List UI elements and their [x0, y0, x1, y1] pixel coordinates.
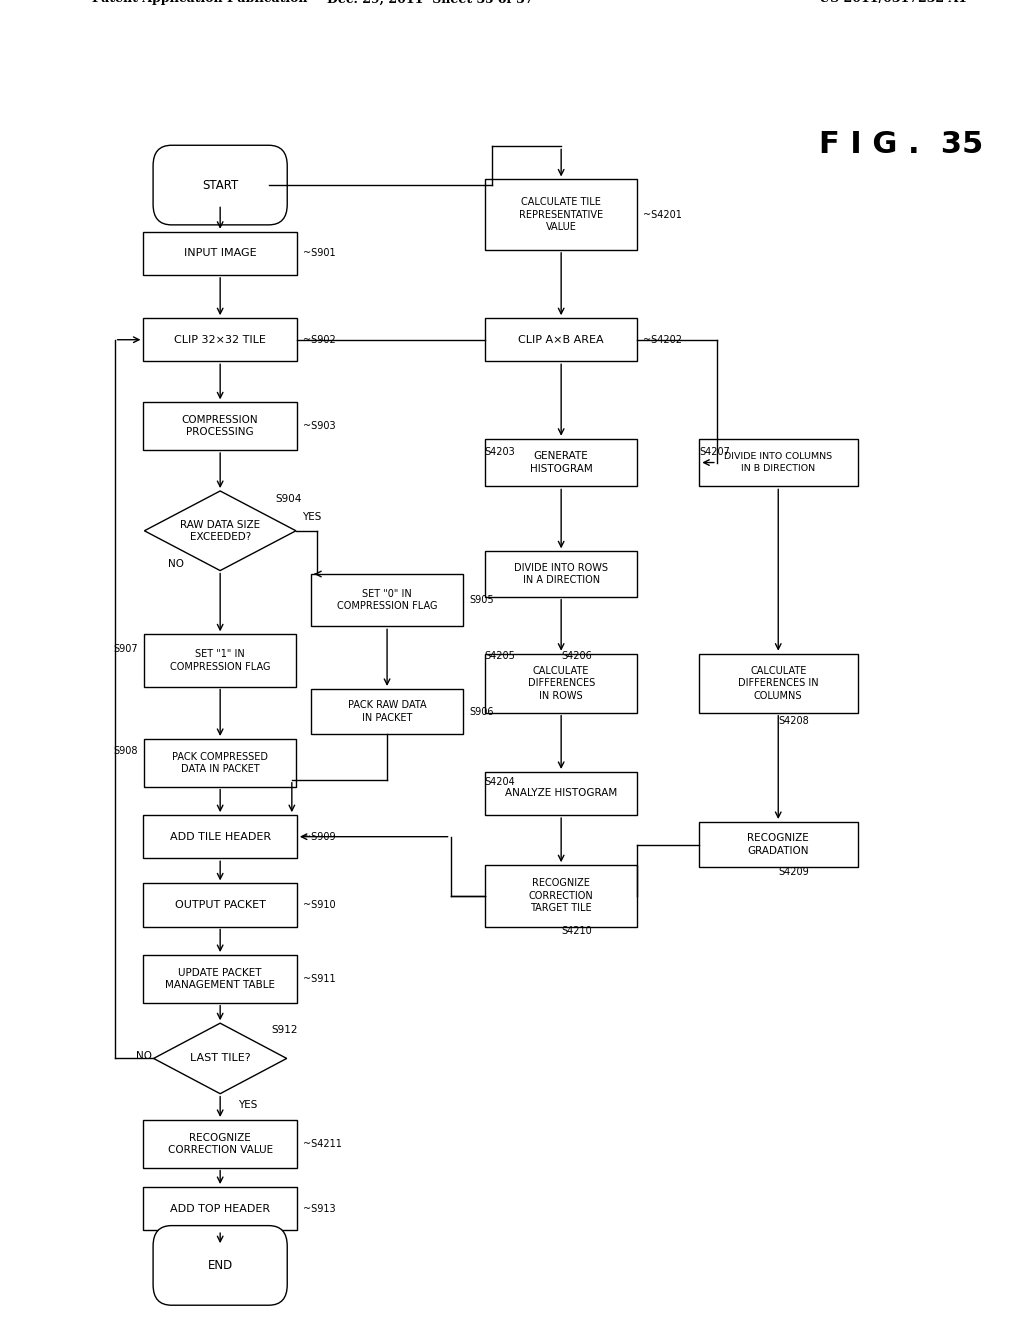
FancyBboxPatch shape [698, 822, 858, 867]
Text: YES: YES [238, 1100, 257, 1110]
Polygon shape [154, 1023, 287, 1094]
Text: S904: S904 [275, 494, 302, 504]
Text: S4204: S4204 [484, 777, 515, 787]
FancyBboxPatch shape [144, 635, 296, 686]
Text: SET "1" IN
COMPRESSION FLAG: SET "1" IN COMPRESSION FLAG [170, 649, 270, 672]
FancyBboxPatch shape [143, 1187, 297, 1230]
Text: ~S4201: ~S4201 [643, 210, 682, 219]
FancyBboxPatch shape [485, 438, 637, 487]
Text: ~S911: ~S911 [303, 974, 336, 983]
Text: S905: S905 [469, 595, 494, 605]
FancyBboxPatch shape [143, 403, 297, 450]
Text: S4208: S4208 [778, 715, 809, 726]
Text: SET "0" IN
COMPRESSION FLAG: SET "0" IN COMPRESSION FLAG [337, 589, 437, 611]
FancyBboxPatch shape [143, 814, 297, 858]
FancyBboxPatch shape [485, 865, 637, 927]
Text: ~S903: ~S903 [303, 421, 336, 432]
Text: GENERATE
HISTOGRAM: GENERATE HISTOGRAM [529, 451, 593, 474]
Text: YES: YES [302, 512, 322, 523]
Text: RAW DATA SIZE
EXCEEDED?: RAW DATA SIZE EXCEEDED? [180, 520, 260, 543]
Text: Dec. 29, 2011  Sheet 35 of 37: Dec. 29, 2011 Sheet 35 of 37 [327, 0, 534, 5]
Text: ~S909: ~S909 [303, 832, 336, 842]
Text: ~S910: ~S910 [303, 900, 336, 909]
FancyBboxPatch shape [154, 1225, 287, 1305]
Text: ANALYZE HISTOGRAM: ANALYZE HISTOGRAM [505, 788, 617, 799]
Text: PACK RAW DATA
IN PACKET: PACK RAW DATA IN PACKET [348, 701, 426, 723]
FancyBboxPatch shape [311, 689, 463, 734]
Text: ~S913: ~S913 [303, 1204, 336, 1213]
Text: S4209: S4209 [778, 867, 809, 876]
FancyBboxPatch shape [143, 1119, 297, 1168]
Text: S4203: S4203 [484, 447, 515, 457]
Text: ~S4211: ~S4211 [303, 1139, 342, 1148]
FancyBboxPatch shape [144, 739, 296, 787]
Text: OUTPUT PACKET: OUTPUT PACKET [175, 900, 265, 909]
Text: ~S902: ~S902 [303, 335, 336, 345]
Text: CALCULATE TILE
REPRESENTATIVE
VALUE: CALCULATE TILE REPRESENTATIVE VALUE [519, 197, 603, 232]
FancyBboxPatch shape [485, 180, 637, 249]
Text: S4206: S4206 [561, 651, 592, 661]
Text: NO: NO [168, 558, 184, 569]
Text: RECOGNIZE
GRADATION: RECOGNIZE GRADATION [748, 833, 809, 855]
Text: ADD TILE HEADER: ADD TILE HEADER [170, 832, 270, 842]
Text: LAST TILE?: LAST TILE? [189, 1053, 251, 1064]
Text: INPUT IMAGE: INPUT IMAGE [184, 248, 256, 259]
Text: S4205: S4205 [484, 651, 515, 661]
FancyBboxPatch shape [154, 145, 287, 224]
FancyBboxPatch shape [698, 653, 858, 713]
Text: S4207: S4207 [699, 447, 730, 457]
Text: RECOGNIZE
CORRECTION
TARGET TILE: RECOGNIZE CORRECTION TARGET TILE [528, 878, 594, 913]
FancyBboxPatch shape [485, 318, 637, 362]
Text: END: END [208, 1259, 232, 1272]
Text: CALCULATE
DIFFERENCES
IN ROWS: CALCULATE DIFFERENCES IN ROWS [527, 665, 595, 701]
Text: CLIP A×B AREA: CLIP A×B AREA [518, 335, 604, 345]
FancyBboxPatch shape [485, 772, 637, 814]
Text: NO: NO [135, 1051, 152, 1061]
FancyBboxPatch shape [143, 954, 297, 1003]
Text: Patent Application Publication: Patent Application Publication [92, 0, 307, 5]
FancyBboxPatch shape [143, 232, 297, 275]
Text: RECOGNIZE
CORRECTION VALUE: RECOGNIZE CORRECTION VALUE [168, 1133, 272, 1155]
Text: S912: S912 [271, 1026, 298, 1035]
FancyBboxPatch shape [698, 438, 858, 487]
Text: US 2011/0317232 A1: US 2011/0317232 A1 [819, 0, 968, 5]
Text: S908: S908 [114, 746, 138, 756]
FancyBboxPatch shape [485, 653, 637, 713]
Text: ~S4202: ~S4202 [643, 335, 682, 345]
Text: DIVIDE INTO ROWS
IN A DIRECTION: DIVIDE INTO ROWS IN A DIRECTION [514, 562, 608, 585]
Polygon shape [144, 491, 296, 570]
Text: S4210: S4210 [561, 927, 592, 936]
Text: S907: S907 [114, 644, 138, 653]
Text: CLIP 32×32 TILE: CLIP 32×32 TILE [174, 335, 266, 345]
Text: UPDATE PACKET
MANAGEMENT TABLE: UPDATE PACKET MANAGEMENT TABLE [165, 968, 275, 990]
Text: ADD TOP HEADER: ADD TOP HEADER [170, 1204, 270, 1213]
Text: F I G .  35: F I G . 35 [819, 129, 983, 158]
Text: COMPRESSION
PROCESSING: COMPRESSION PROCESSING [182, 414, 258, 437]
FancyBboxPatch shape [143, 883, 297, 927]
FancyBboxPatch shape [485, 552, 637, 597]
Text: START: START [202, 178, 239, 191]
Text: PACK COMPRESSED
DATA IN PACKET: PACK COMPRESSED DATA IN PACKET [172, 751, 268, 774]
Text: DIVIDE INTO COLUMNS
IN B DIRECTION: DIVIDE INTO COLUMNS IN B DIRECTION [724, 453, 833, 473]
Text: ~S901: ~S901 [303, 248, 336, 259]
Text: S906: S906 [469, 706, 494, 717]
FancyBboxPatch shape [311, 574, 463, 626]
FancyBboxPatch shape [143, 318, 297, 362]
Text: CALCULATE
DIFFERENCES IN
COLUMNS: CALCULATE DIFFERENCES IN COLUMNS [738, 665, 818, 701]
